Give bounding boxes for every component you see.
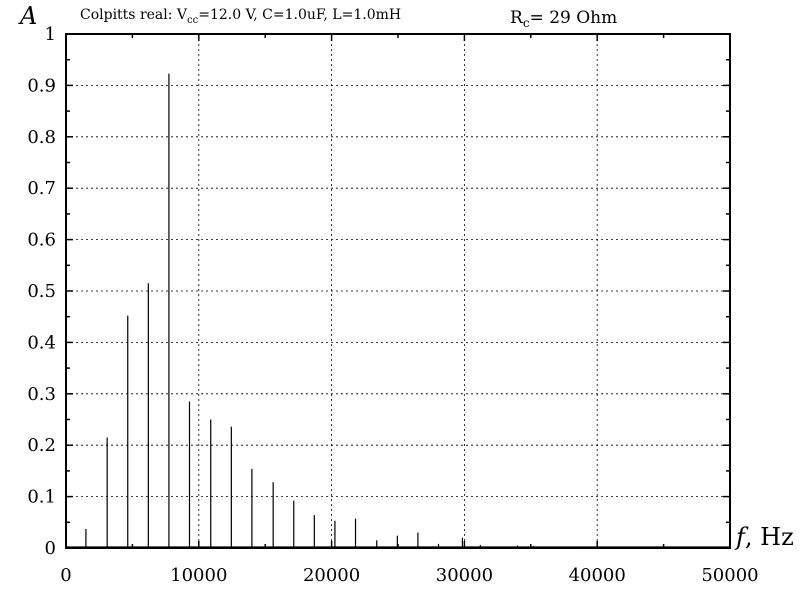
- x-tick-label: 50000: [701, 565, 758, 586]
- x-tick-label: 20000: [303, 565, 360, 586]
- x-axis-label: f, Hz: [734, 523, 794, 551]
- y-tick-labels: 0 0.1 0.2 0.3 0.4 0.5 0.6 0.7 0.8 0.9 1: [27, 24, 56, 559]
- x-tick-label: 40000: [569, 565, 626, 586]
- plot-frame: [65, 33, 731, 549]
- y-tick-label: 0.3: [27, 384, 56, 405]
- y-tick-label: 0.4: [27, 332, 56, 353]
- y-tick-label: 0.6: [27, 230, 56, 251]
- y-tick-label: 0.8: [27, 127, 56, 148]
- y-tick-label: 0.9: [27, 75, 56, 96]
- y-tick-label: 1: [45, 24, 56, 45]
- chart-title: Colpitts real: Vcc=12.0 V, C=1.0uF, L=1.…: [80, 7, 401, 26]
- y-tick-label: 0.1: [27, 487, 56, 508]
- y-tick-label: 0.5: [27, 281, 56, 302]
- rc-label: Rc= 29 Ohm: [510, 8, 617, 30]
- y-tick-label: 0: [45, 538, 56, 559]
- x-tick-label: 30000: [436, 565, 493, 586]
- spectrum-series: [66, 73, 730, 548]
- x-tick-labels: 0 10000 20000 30000 40000 50000: [60, 565, 758, 586]
- y-axis-label: A: [18, 2, 37, 30]
- axis-ticks: [65, 33, 731, 549]
- x-tick-label: 10000: [170, 565, 227, 586]
- y-tick-label: 0.7: [27, 178, 56, 199]
- grid: [66, 34, 730, 548]
- x-tick-label: 0: [60, 565, 71, 586]
- y-tick-label: 0.2: [27, 435, 56, 456]
